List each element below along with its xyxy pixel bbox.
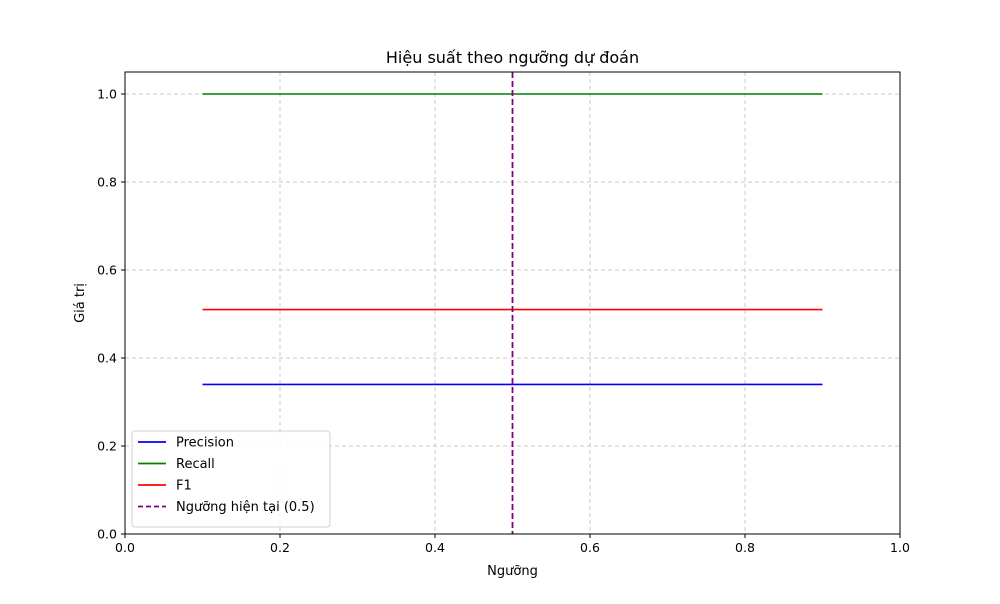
legend-label: Ngưỡng hiện tại (0.5)	[176, 500, 315, 515]
plot-frame	[124, 71, 901, 535]
y-tick-label: 0.6	[97, 263, 117, 278]
x-tick-label: 0.2	[270, 540, 290, 555]
legend: Precision Recall F1 Ngưỡng hiện tại (0.5)	[131, 430, 331, 528]
x-tick-label: 0.8	[735, 540, 755, 555]
x-tick-label: 0.0	[115, 540, 135, 555]
y-tick-label: 0.8	[97, 175, 117, 190]
y-tick-label: 0.4	[97, 351, 117, 366]
y-tick-label: 1.0	[97, 87, 117, 102]
x-tick-label: 1.0	[890, 540, 910, 555]
legend-label: Recall	[176, 457, 215, 472]
y-tick-label: 0.2	[97, 439, 117, 454]
x-tick-label: 0.6	[580, 540, 600, 555]
tick-layer: 0.0 0.2 0.4 0.6 0.8 1.0 0.0 0.2 0.4 0.6 0.8 1.0	[97, 87, 910, 556]
legend-label: F1	[176, 479, 192, 494]
series-layer	[202, 72, 823, 534]
x-axis-label: Ngưỡng	[487, 564, 538, 579]
y-tick-label: 0.0	[97, 527, 117, 542]
legend-label: Precision	[176, 436, 234, 451]
x-tick-label: 0.4	[425, 540, 445, 555]
y-axis-label: Giá trị	[73, 283, 88, 323]
legend-box	[131, 430, 331, 528]
chart-title: Hiệu suất theo ngưỡng dự đoán	[386, 48, 639, 67]
